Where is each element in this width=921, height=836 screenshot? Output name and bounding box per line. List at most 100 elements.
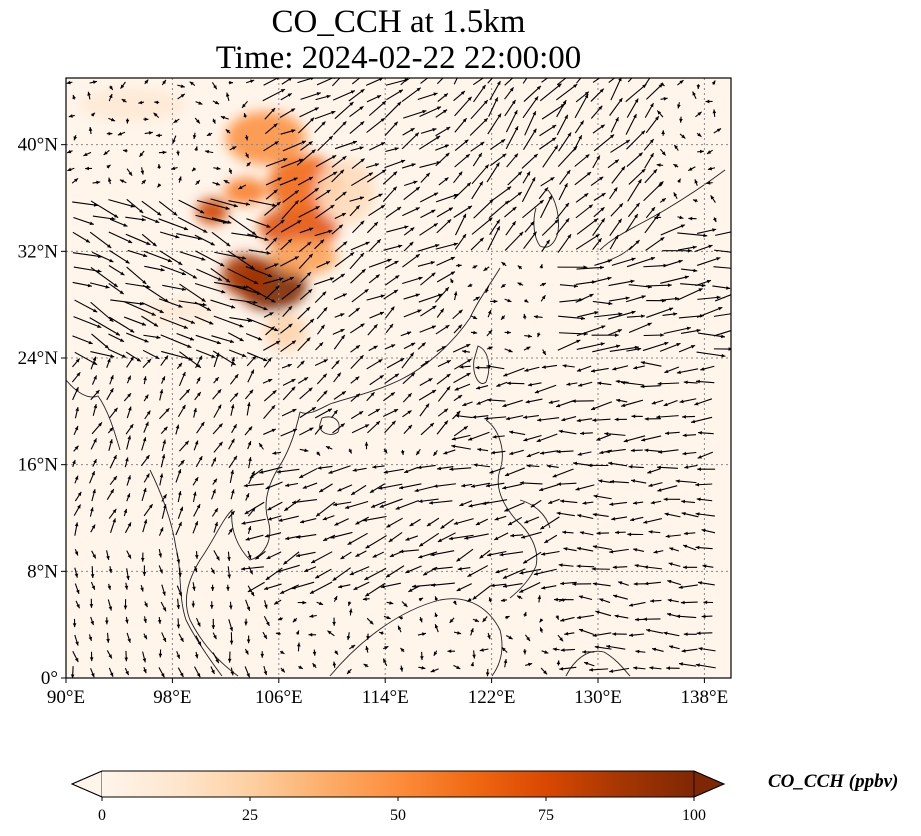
vector-arrow-icon (72, 650, 79, 663)
vector-arrow-icon (179, 251, 206, 261)
vector-arrow-icon (557, 634, 564, 642)
vector-arrow-icon (560, 616, 575, 622)
vector-arrow-icon (228, 438, 235, 450)
vector-arrow-icon (144, 601, 148, 608)
vector-arrow-icon (262, 378, 273, 384)
vector-arrow-icon (351, 288, 369, 303)
vector-arrow-icon (67, 167, 75, 172)
vector-arrow-icon (590, 401, 613, 411)
vector-arrow-icon (126, 406, 132, 419)
vector-arrow-icon (489, 467, 505, 474)
vector-arrow-icon (555, 218, 570, 235)
vector-arrow-icon (399, 665, 404, 672)
vector-arrow-icon (462, 349, 470, 354)
vector-arrow-icon (695, 111, 702, 118)
vector-arrow-icon (697, 581, 715, 586)
vector-arrow-icon (454, 139, 469, 151)
vector-arrow-icon (539, 137, 557, 150)
vector-arrow-icon (455, 263, 462, 268)
vector-arrow-icon (714, 249, 731, 253)
vector-arrow-icon (703, 600, 714, 605)
vector-arrow-icon (384, 260, 399, 269)
vector-arrow-icon (417, 632, 427, 636)
vector-arrow-icon (140, 167, 145, 175)
vector-arrow-icon (193, 566, 198, 573)
vector-arrow-icon (280, 92, 293, 101)
co-plume-10 (79, 88, 186, 121)
vector-arrow-icon (621, 399, 644, 408)
vector-arrow-icon (702, 564, 714, 568)
vector-arrow-icon (484, 416, 507, 421)
vector-arrow-icon (74, 549, 79, 556)
vector-arrow-icon (506, 381, 525, 386)
vector-arrow-icon (504, 467, 526, 477)
vector-arrow-icon (213, 441, 223, 453)
vector-arrow-icon (91, 422, 103, 435)
vector-arrow-icon (281, 408, 297, 417)
vector-arrow-icon (125, 423, 134, 435)
vector-arrow-icon (349, 323, 365, 334)
vector-arrow-icon (609, 548, 629, 554)
vector-arrow-icon (486, 364, 505, 370)
vector-arrow-icon (695, 545, 713, 550)
vector-arrow-icon (610, 479, 629, 484)
wind-vector-layer (66, 78, 731, 678)
vector-arrow-icon (160, 376, 166, 384)
vector-arrow-icon (109, 454, 117, 469)
vector-arrow-icon (332, 567, 351, 582)
vector-arrow-icon (212, 652, 220, 664)
vector-arrow-icon (127, 249, 148, 258)
vector-arrow-icon (334, 650, 339, 655)
vector-arrow-icon (682, 414, 696, 419)
vector-arrow-icon (125, 351, 142, 362)
vector-arrow-icon (227, 250, 255, 270)
vector-arrow-icon (281, 284, 301, 300)
vector-arrow-icon (593, 206, 605, 218)
vector-arrow-icon (195, 334, 222, 345)
vector-arrow-icon (109, 407, 118, 419)
vector-arrow-icon (503, 658, 508, 668)
vector-arrow-icon (505, 220, 517, 236)
vector-arrow-icon (556, 449, 574, 454)
vector-arrow-icon (212, 181, 221, 186)
vector-arrow-icon (453, 78, 458, 85)
vector-arrow-icon (436, 218, 452, 234)
vector-arrow-icon (643, 333, 665, 337)
vector-arrow-icon (599, 449, 613, 455)
vector-arrow-icon (194, 391, 202, 401)
vector-arrow-icon (538, 187, 549, 200)
vector-arrow-icon (299, 387, 313, 400)
vector-arrow-icon (384, 159, 406, 169)
vector-arrow-icon (194, 315, 214, 325)
y-tick-label: 0° (41, 668, 58, 689)
vector-arrow-icon (141, 200, 162, 216)
colorbar-tick-label: 0 (98, 807, 106, 824)
vector-arrow-icon (109, 475, 118, 486)
vector-arrow-icon (291, 581, 315, 590)
vector-arrow-icon (609, 218, 623, 237)
vector-arrow-icon (195, 355, 203, 369)
vector-arrow-icon (437, 359, 452, 368)
vector-arrow-icon (331, 169, 345, 183)
vector-arrow-icon (349, 205, 361, 217)
vector-arrow-icon (366, 78, 384, 86)
vector-arrow-icon (492, 434, 505, 439)
vector-arrow-icon (713, 266, 731, 269)
vector-arrow-icon (378, 631, 384, 635)
vector-arrow-icon (378, 483, 403, 490)
vector-arrow-icon (468, 501, 490, 508)
vector-arrow-icon (141, 302, 164, 314)
vector-arrow-icon (212, 632, 217, 640)
vector-arrow-icon (401, 163, 416, 169)
vector-arrow-icon (645, 236, 665, 251)
vector-arrow-icon (516, 595, 523, 600)
vector-arrow-icon (144, 410, 151, 420)
vector-arrow-icon (657, 485, 678, 492)
vector-arrow-icon (402, 372, 416, 385)
vector-arrow-icon (712, 285, 731, 290)
vector-arrow-icon (628, 168, 646, 185)
vector-arrow-icon (499, 551, 524, 557)
vector-arrow-icon (386, 89, 404, 101)
co-plume-5 (224, 178, 267, 205)
vector-arrow-icon (366, 169, 387, 183)
